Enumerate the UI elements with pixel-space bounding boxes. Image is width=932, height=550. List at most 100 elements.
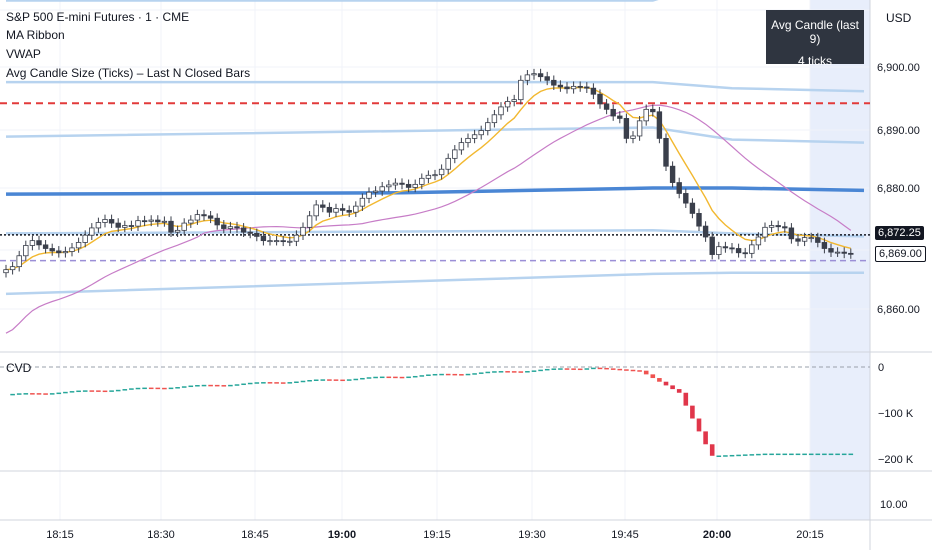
time-tick-label: 19:30 bbox=[518, 529, 546, 541]
candle-body bbox=[247, 231, 253, 234]
cvd-bar bbox=[208, 384, 213, 387]
candle-body bbox=[49, 248, 55, 252]
cvd-bar bbox=[643, 370, 649, 375]
cvd-bar bbox=[162, 387, 167, 390]
cvd-bar bbox=[175, 387, 180, 389]
cvd-bar bbox=[439, 373, 444, 376]
candle-body bbox=[333, 208, 339, 213]
candle-body bbox=[537, 73, 544, 78]
candle-body bbox=[782, 226, 788, 229]
candle-body bbox=[841, 251, 847, 254]
cvd-label[interactable]: CVD bbox=[6, 361, 32, 375]
cvd-bar bbox=[729, 454, 735, 457]
cvd-bar bbox=[294, 381, 299, 384]
cvd-bar bbox=[313, 379, 319, 381]
candle-body bbox=[722, 246, 729, 249]
cvd-bar bbox=[544, 368, 550, 371]
candle-body bbox=[742, 252, 748, 255]
cvd-bar bbox=[346, 379, 352, 381]
ma-fast-line bbox=[5, 86, 851, 271]
candle-body bbox=[848, 252, 854, 255]
candle-body bbox=[762, 226, 768, 238]
candle-body bbox=[306, 215, 313, 228]
avg-candle-title: Avg Candle (last 9) bbox=[771, 18, 859, 46]
candle-body bbox=[676, 182, 682, 194]
cvd-bar bbox=[518, 371, 524, 373]
cvd-bar bbox=[234, 384, 240, 386]
cvd-bar bbox=[340, 379, 345, 382]
candle-body bbox=[287, 240, 293, 243]
cvd-bar bbox=[69, 391, 75, 393]
cvd-bar bbox=[23, 393, 29, 395]
cvd-bar bbox=[657, 378, 662, 382]
cvd-bar bbox=[650, 374, 656, 379]
cvd-bar bbox=[426, 374, 431, 376]
candle-body bbox=[89, 227, 95, 236]
cvd-bar bbox=[531, 370, 537, 372]
cvd-bar bbox=[419, 375, 425, 377]
vwap-band-line bbox=[5, 126, 865, 144]
candle-body bbox=[643, 108, 649, 122]
cvd-bar bbox=[142, 387, 147, 390]
candle-body bbox=[174, 229, 181, 233]
cvd-bar bbox=[571, 368, 576, 370]
candle-body bbox=[564, 86, 570, 90]
cvd-bar bbox=[558, 368, 563, 370]
cvd-bar bbox=[82, 390, 88, 392]
candle-body bbox=[551, 79, 557, 86]
candle-body bbox=[749, 244, 755, 254]
vwap-band-line bbox=[6, 80, 865, 93]
cvd-bar bbox=[201, 384, 207, 387]
cvd-bar bbox=[300, 380, 306, 383]
candle-body bbox=[557, 84, 564, 88]
cvd-bar bbox=[848, 453, 854, 456]
candle-body bbox=[412, 183, 418, 188]
avg-candle-value: 4 ticks bbox=[797, 54, 832, 68]
candle-body bbox=[518, 79, 524, 101]
cvd-bar bbox=[366, 377, 372, 379]
currency-label[interactable]: USD bbox=[886, 11, 912, 25]
candle-body bbox=[524, 74, 531, 81]
candle-body bbox=[379, 186, 385, 192]
candle-body bbox=[148, 219, 154, 222]
cvd-bar bbox=[63, 391, 68, 394]
level-price-tag: 6,869.00 bbox=[875, 246, 926, 262]
candle-body bbox=[102, 219, 108, 223]
candle-body bbox=[465, 137, 471, 144]
candle-body bbox=[702, 225, 709, 238]
candle-body bbox=[491, 114, 498, 124]
cvd-bar bbox=[795, 453, 801, 456]
cvd-bar bbox=[287, 382, 293, 384]
candle-body bbox=[42, 244, 49, 249]
cvd-bar bbox=[327, 379, 332, 381]
candle-body bbox=[432, 174, 438, 177]
cvd-bar bbox=[43, 393, 48, 395]
cvd-bar bbox=[703, 431, 708, 445]
cvd-bar bbox=[148, 387, 154, 390]
cvd-bar bbox=[696, 418, 702, 432]
indicator-vwap[interactable]: VWAP bbox=[6, 47, 41, 61]
indicator-ma-ribbon[interactable]: MA Ribbon bbox=[6, 28, 65, 42]
cvd-bar bbox=[393, 376, 398, 379]
candle-body bbox=[16, 255, 22, 268]
time-tick-label: 19:15 bbox=[423, 529, 451, 541]
candle-body bbox=[815, 237, 821, 243]
candle-body bbox=[372, 190, 379, 193]
candle-body bbox=[689, 202, 696, 214]
cvd-bar bbox=[670, 385, 675, 390]
candle-body bbox=[240, 227, 247, 233]
price-tick-label: 6,900.00 bbox=[877, 62, 920, 74]
indicator-avg-candle[interactable]: Avg Candle Size (Ticks) – Last N Closed … bbox=[6, 66, 251, 80]
candle-body bbox=[511, 99, 517, 102]
cvd-bar bbox=[135, 387, 141, 390]
candle-body bbox=[603, 103, 610, 110]
cvd-bar bbox=[76, 390, 81, 393]
candle-body bbox=[808, 237, 814, 240]
candle-body bbox=[168, 220, 174, 233]
symbol-title[interactable]: S&P 500 E-mini Futures · 1 · CME bbox=[6, 10, 190, 24]
cvd-bar bbox=[379, 376, 385, 379]
candle-body bbox=[95, 222, 102, 229]
candle-body bbox=[227, 226, 234, 229]
cvd-bar bbox=[505, 371, 510, 373]
